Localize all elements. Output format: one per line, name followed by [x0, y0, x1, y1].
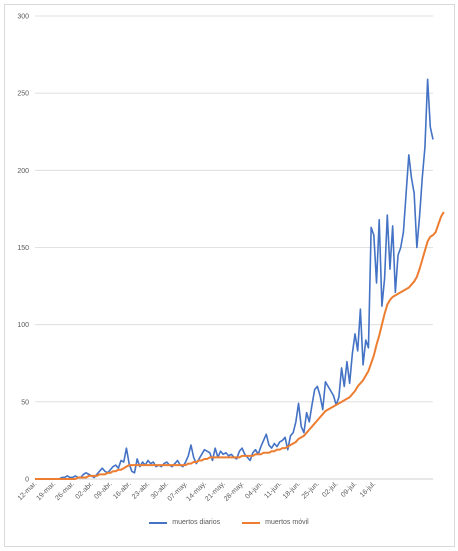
x-tick-label: 12-mar.: [17, 480, 39, 502]
x-tick-label: 25-jun.: [301, 480, 321, 500]
y-tick-label: 150: [17, 245, 29, 252]
y-tick-label: 250: [17, 91, 29, 98]
y-tick-label: 300: [17, 14, 29, 21]
y-tick-label: 0: [25, 477, 29, 484]
chart-frame: 0 50 100 150 200 250 300 12-mar. 19-mar. 26-mar.…: [4, 4, 455, 547]
x-tick-label: 02-jul.: [321, 480, 339, 498]
x-tick-label: 09-abr.: [93, 480, 113, 500]
legend-label-daily: muertos diarios: [172, 519, 221, 526]
legend-item-daily: muertos diarios: [149, 519, 220, 526]
line-chart: 0 50 100 150 200 250 300 12-mar.19-mar.26-mar.…: [17, 14, 445, 503]
legend-item-moving: muertos móvil: [242, 519, 309, 526]
legend: muertos diarios muertos móvil: [0, 519, 458, 526]
x-tick-label: 11-jun.: [263, 480, 283, 500]
x-tick-label: 26-mar.: [54, 480, 76, 502]
legend-swatch-daily: [149, 521, 168, 524]
y-axis-ticks: 0 50 100 150 200 250 300: [17, 14, 29, 484]
series-line-moving: [35, 211, 445, 480]
x-tick-label: 04-jun.: [244, 480, 264, 500]
x-tick-label: 23-abr.: [131, 480, 151, 500]
gridlines: [35, 15, 433, 480]
legend-label-moving: muertos móvil: [265, 519, 309, 526]
y-tick-label: 100: [17, 322, 29, 329]
x-tick-label: 19-mar.: [36, 480, 58, 502]
x-tick-label: 18-jun.: [282, 480, 302, 500]
x-axis-ticks: 12-mar.19-mar.26-mar.02-abr.09-abr.16-ab…: [17, 480, 378, 503]
series-line-daily: [35, 78, 434, 480]
x-tick-label: 28-may.: [223, 480, 246, 503]
x-tick-label: 16-jul.: [359, 480, 377, 498]
legend-swatch-moving: [242, 521, 261, 524]
x-tick-label: 02-abr.: [75, 480, 95, 500]
y-tick-label: 200: [17, 168, 29, 175]
x-tick-label: 16-abr.: [112, 480, 132, 500]
x-tick-label: 09-jul.: [340, 480, 358, 498]
series-lines: [35, 78, 445, 480]
y-tick-label: 50: [21, 399, 29, 406]
